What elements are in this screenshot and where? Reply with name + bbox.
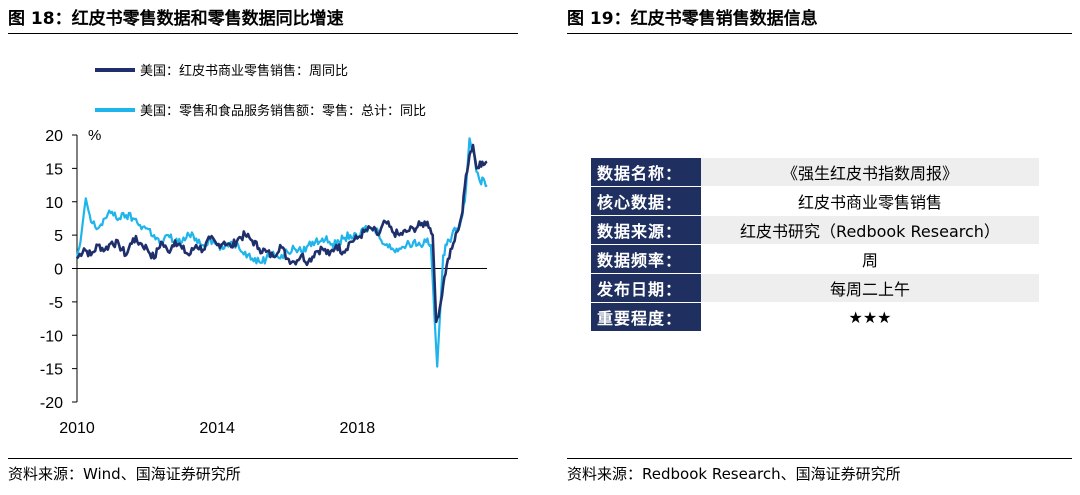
source-divider-right <box>567 458 1072 459</box>
info-key: 数据频率： <box>591 245 701 274</box>
info-row: 数据名称： 《强生红皮书指数周报》 <box>591 158 1039 187</box>
info-value: 红皮书商业零售销售 <box>701 187 1039 216</box>
y-tick-label: 15 <box>45 161 63 178</box>
y-tick-label: 5 <box>54 228 63 245</box>
info-row: 重要程度： ★★★ <box>591 303 1039 332</box>
chart-axes: 20 15 10 5 0 -5 -10 -15 -20 2010 2014 2018 <box>40 128 487 437</box>
series-line-redbook <box>75 143 488 324</box>
info-value: 《强生红皮书指数周报》 <box>701 158 1039 187</box>
figure-18-title: 图 18：红皮书零售数据和零售数据同比增速 <box>8 9 344 29</box>
redbook-info-table: 数据名称： 《强生红皮书指数周报》 核心数据： 红皮书商业零售销售 数据来源： 红皮书研究… <box>591 158 1039 332</box>
info-row: 数据频率：周 <box>591 245 1039 274</box>
info-value: ★★★ <box>701 303 1039 332</box>
info-value: 红皮书研究（Redbook Research） <box>701 216 1039 245</box>
info-row: 数据来源： 红皮书研究（Redbook Research） <box>591 216 1039 245</box>
info-row: 发布日期： 每周二上午 <box>591 274 1039 303</box>
title-divider-left <box>8 33 518 34</box>
series-line-retail-food <box>75 137 488 368</box>
info-value: 周 <box>701 245 1039 274</box>
chart-legend: 美国：红皮书商业零售销售：周同比 美国：零售和食品服务销售额：零售：总计：同比 <box>95 63 426 118</box>
source-note-left: 资料来源：Wind、国海证券研究所 <box>8 465 241 483</box>
y-tick-label: 10 <box>45 195 63 212</box>
x-tick-label: 2018 <box>340 420 376 437</box>
y-unit-label: % <box>88 127 101 144</box>
info-row: 核心数据： 红皮书商业零售销售 <box>591 187 1039 216</box>
y-tick-label: -5 <box>49 295 63 312</box>
source-divider-left <box>8 458 518 459</box>
legend-label-retail-food: 美国：零售和食品服务销售额：零售：总计：同比 <box>140 103 426 118</box>
y-tick-label: -15 <box>40 362 63 379</box>
x-tick-label: 2014 <box>199 420 235 437</box>
info-key: 数据名称： <box>591 158 701 187</box>
info-key: 重要程度： <box>591 303 701 332</box>
info-key: 核心数据： <box>591 187 701 216</box>
y-tick-label: -20 <box>40 395 63 412</box>
info-table-body: 数据名称： 《强生红皮书指数周报》 核心数据： 红皮书商业零售销售 数据来源： 红皮书研究… <box>591 158 1039 332</box>
info-key: 发布日期： <box>591 274 701 303</box>
y-tick-label: -10 <box>40 328 63 345</box>
info-key: 数据来源： <box>591 216 701 245</box>
x-tick-label: 2010 <box>59 420 95 437</box>
info-value: 每周二上午 <box>701 274 1039 303</box>
retail-sales-line-chart: 美国：红皮书商业零售销售：周同比 美国：零售和食品服务销售额：零售：总计：同比 … <box>40 63 488 437</box>
source-note-right: 资料来源：Redbook Research、国海证券研究所 <box>567 465 901 483</box>
chart-series <box>75 137 488 368</box>
figure-19-title: 图 19：红皮书零售销售数据信息 <box>567 9 818 29</box>
y-tick-label: 20 <box>45 128 63 145</box>
legend-label-redbook: 美国：红皮书商业零售销售：周同比 <box>140 63 348 78</box>
title-divider-right <box>567 33 1072 34</box>
y-tick-label: 0 <box>54 262 63 279</box>
